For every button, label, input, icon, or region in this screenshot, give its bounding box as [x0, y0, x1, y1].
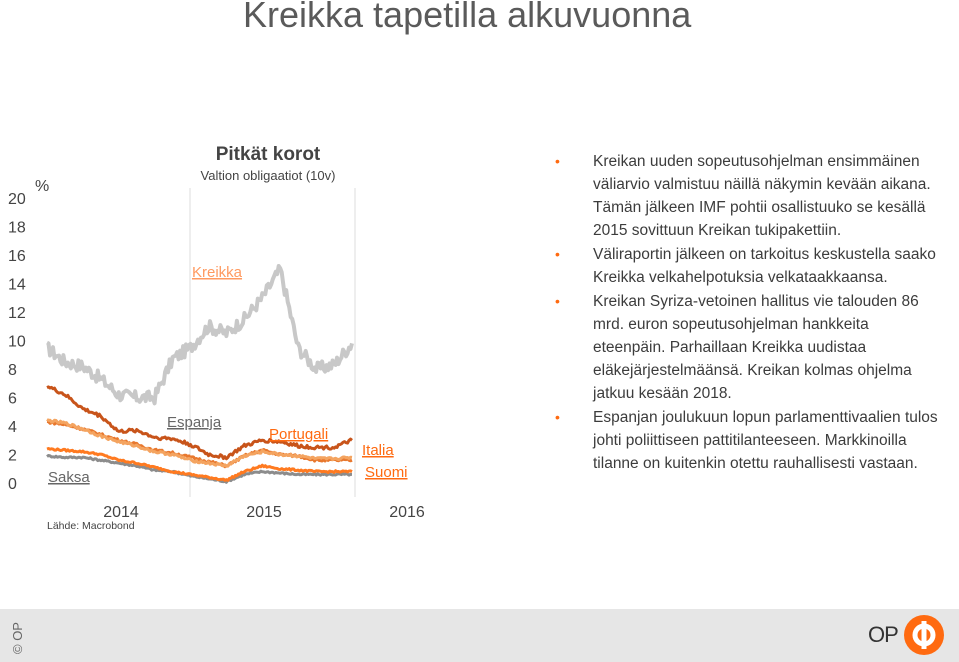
series-line-espanja — [46, 418, 353, 468]
y-tick-label: 2 — [8, 448, 17, 465]
x-tick-2015: 2015 — [246, 504, 282, 521]
y-tick-label: 18 — [8, 220, 26, 237]
bullet-item: • Väliraportin jälkeen on tarkoitus kesku… — [553, 243, 943, 289]
bullet-dot-icon: • — [555, 293, 560, 309]
y-tick-label: 16 — [8, 248, 26, 265]
series-line-suomi — [46, 447, 353, 482]
commentary-list: • Kreikan uuden sopeutusohjelman ensimmäi… — [553, 150, 943, 476]
bullet-text: Espanjan joulukuun lopun parlamenttivaal… — [593, 409, 938, 472]
bullet-dot-icon: • — [555, 153, 560, 169]
unit-label: % — [35, 178, 49, 195]
y-tick-label: 12 — [8, 305, 26, 322]
bullet-dot-icon: • — [555, 409, 560, 425]
x-tick-2014: 2014 — [103, 504, 139, 521]
y-tick-label: 20 — [8, 191, 26, 208]
y-tick-label: 6 — [8, 391, 17, 408]
chart-subtitle: Valtion obligaatiot (10v) — [201, 168, 336, 183]
y-tick-label: 4 — [8, 419, 17, 436]
bullet-item: • Kreikan Syriza-vetoinen hallitus vie ta… — [553, 290, 943, 405]
bullet-item: • Kreikan uuden sopeutusohjelman ensimmäi… — [553, 150, 943, 242]
y-tick-label: 14 — [8, 277, 26, 294]
series-lines — [46, 264, 354, 484]
source-label: Lähde: Macrobond — [47, 520, 135, 532]
footer-bar — [0, 609, 959, 662]
bullet-text: Kreikan uuden sopeutusohjelman ensimmäin… — [593, 153, 931, 239]
copyright: © OP — [6, 620, 26, 660]
series-labels: Kreikka Espanja Portugali Italia Suomi S… — [48, 264, 408, 486]
logo-text: OP — [868, 622, 899, 647]
label-portugali: Portugali — [269, 426, 328, 443]
bullet-item: • Espanjan joulukuun lopun parlamenttivaa… — [553, 406, 943, 475]
bullet-text: Kreikan Syriza-vetoinen hallitus vie tal… — [593, 293, 919, 402]
series-line-saksa — [46, 454, 352, 484]
label-espanja: Espanja — [167, 414, 222, 431]
y-tick-label: 10 — [8, 334, 26, 351]
y-tick-label: 8 — [8, 362, 17, 379]
series-line-portugali — [46, 385, 353, 461]
page-title: Kreikka tapetilla alkuvuonna — [243, 0, 692, 35]
y-tick-label: 0 — [8, 476, 17, 493]
label-kreikka: Kreikka — [192, 264, 243, 281]
label-saksa: Saksa — [48, 469, 90, 486]
chart-title: Pitkät korot — [216, 144, 321, 165]
x-tick-2016: 2016 — [389, 504, 425, 521]
series-line-kreikka — [46, 264, 354, 406]
bullet-text: Väliraportin jälkeen on tarkoitus keskus… — [593, 246, 936, 286]
label-italia: Italia — [362, 442, 394, 459]
bullet-dot-icon: • — [555, 246, 560, 262]
logo-mark — [903, 615, 944, 655]
copyright-text: © OP — [10, 622, 25, 654]
label-suomi: Suomi — [365, 464, 408, 481]
op-logo: OP — [868, 614, 944, 656]
